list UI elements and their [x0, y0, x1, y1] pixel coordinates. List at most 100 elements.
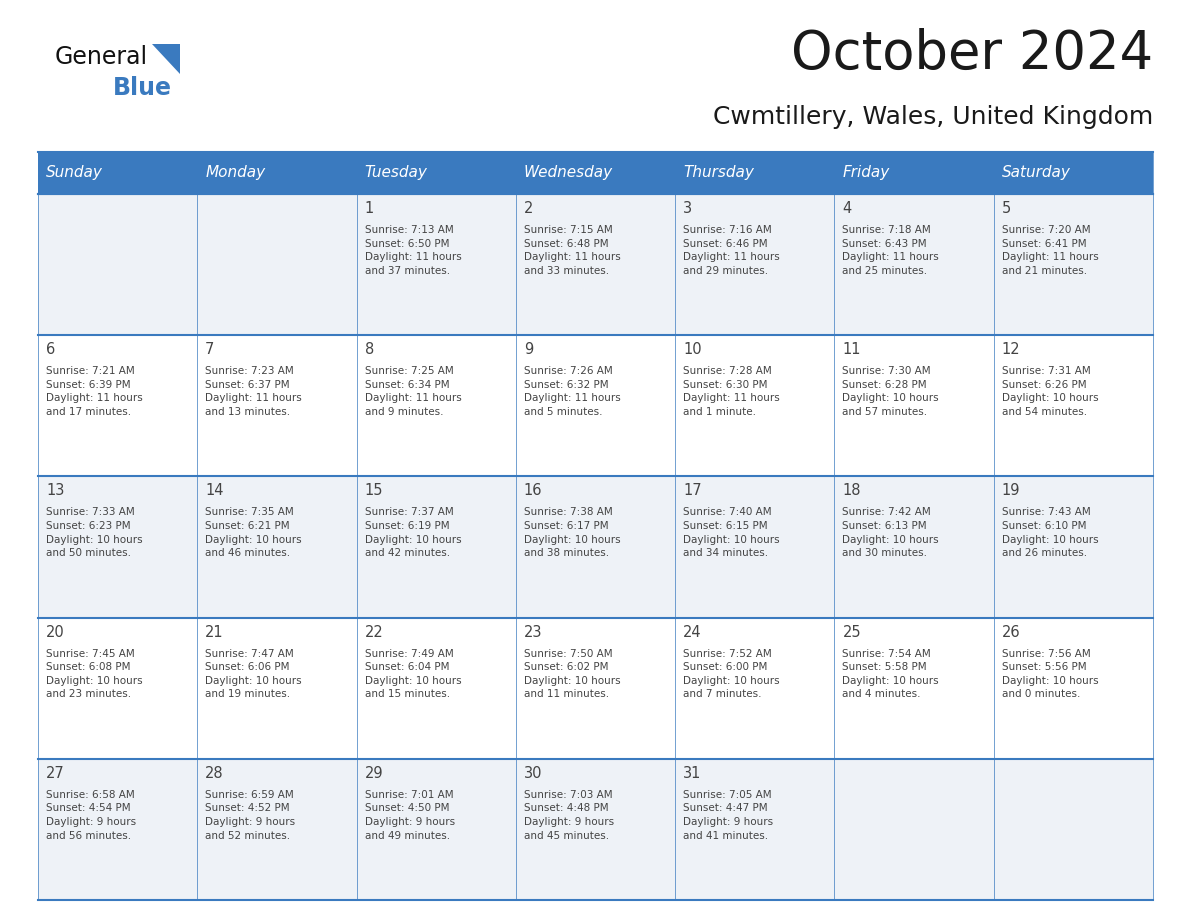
Text: Sunrise: 7:20 AM
Sunset: 6:41 PM
Daylight: 11 hours
and 21 minutes.: Sunrise: 7:20 AM Sunset: 6:41 PM Dayligh…: [1001, 225, 1099, 276]
Text: Cwmtillery, Wales, United Kingdom: Cwmtillery, Wales, United Kingdom: [713, 105, 1154, 129]
Bar: [197, 759, 356, 900]
Text: 9: 9: [524, 342, 533, 357]
Text: 20: 20: [46, 624, 64, 640]
Bar: [834, 759, 993, 900]
Text: 15: 15: [365, 484, 383, 498]
Text: 30: 30: [524, 766, 542, 781]
Bar: [675, 335, 834, 476]
Text: Sunrise: 7:25 AM
Sunset: 6:34 PM
Daylight: 11 hours
and 9 minutes.: Sunrise: 7:25 AM Sunset: 6:34 PM Dayligh…: [365, 366, 461, 417]
Bar: [516, 152, 675, 194]
Text: Sunrise: 6:59 AM
Sunset: 4:52 PM
Daylight: 9 hours
and 52 minutes.: Sunrise: 6:59 AM Sunset: 4:52 PM Dayligh…: [206, 789, 296, 841]
Text: 27: 27: [46, 766, 64, 781]
Bar: [38, 618, 197, 759]
Bar: [675, 194, 834, 335]
Text: Sunrise: 7:35 AM
Sunset: 6:21 PM
Daylight: 10 hours
and 46 minutes.: Sunrise: 7:35 AM Sunset: 6:21 PM Dayligh…: [206, 508, 302, 558]
Text: 24: 24: [683, 624, 702, 640]
Text: 3: 3: [683, 201, 693, 216]
Text: 21: 21: [206, 624, 223, 640]
Text: Sunrise: 7:13 AM
Sunset: 6:50 PM
Daylight: 11 hours
and 37 minutes.: Sunrise: 7:13 AM Sunset: 6:50 PM Dayligh…: [365, 225, 461, 276]
Bar: [516, 618, 675, 759]
Text: Thursday: Thursday: [683, 165, 754, 181]
Text: 13: 13: [46, 484, 64, 498]
Bar: [675, 759, 834, 900]
Bar: [38, 194, 197, 335]
Text: Sunrise: 7:26 AM
Sunset: 6:32 PM
Daylight: 11 hours
and 5 minutes.: Sunrise: 7:26 AM Sunset: 6:32 PM Dayligh…: [524, 366, 620, 417]
Text: Sunrise: 7:30 AM
Sunset: 6:28 PM
Daylight: 10 hours
and 57 minutes.: Sunrise: 7:30 AM Sunset: 6:28 PM Dayligh…: [842, 366, 939, 417]
Bar: [38, 476, 197, 618]
Text: Sunrise: 7:15 AM
Sunset: 6:48 PM
Daylight: 11 hours
and 33 minutes.: Sunrise: 7:15 AM Sunset: 6:48 PM Dayligh…: [524, 225, 620, 276]
Bar: [993, 194, 1154, 335]
Text: Sunrise: 7:33 AM
Sunset: 6:23 PM
Daylight: 10 hours
and 50 minutes.: Sunrise: 7:33 AM Sunset: 6:23 PM Dayligh…: [46, 508, 143, 558]
Bar: [356, 476, 516, 618]
Bar: [356, 152, 516, 194]
Text: 31: 31: [683, 766, 701, 781]
Bar: [38, 335, 197, 476]
Text: Sunrise: 7:47 AM
Sunset: 6:06 PM
Daylight: 10 hours
and 19 minutes.: Sunrise: 7:47 AM Sunset: 6:06 PM Dayligh…: [206, 649, 302, 700]
Text: 8: 8: [365, 342, 374, 357]
Text: General: General: [55, 45, 148, 69]
Bar: [834, 152, 993, 194]
Bar: [516, 476, 675, 618]
Bar: [993, 335, 1154, 476]
Text: 17: 17: [683, 484, 702, 498]
Bar: [197, 194, 356, 335]
Text: Sunday: Sunday: [46, 165, 103, 181]
Text: 16: 16: [524, 484, 542, 498]
Text: Sunrise: 7:37 AM
Sunset: 6:19 PM
Daylight: 10 hours
and 42 minutes.: Sunrise: 7:37 AM Sunset: 6:19 PM Dayligh…: [365, 508, 461, 558]
Text: Wednesday: Wednesday: [524, 165, 613, 181]
Text: Sunrise: 7:56 AM
Sunset: 5:56 PM
Daylight: 10 hours
and 0 minutes.: Sunrise: 7:56 AM Sunset: 5:56 PM Dayligh…: [1001, 649, 1098, 700]
Polygon shape: [152, 44, 181, 74]
Bar: [356, 335, 516, 476]
Text: Friday: Friday: [842, 165, 890, 181]
Text: 10: 10: [683, 342, 702, 357]
Text: Monday: Monday: [206, 165, 265, 181]
Bar: [834, 476, 993, 618]
Bar: [993, 759, 1154, 900]
Text: 5: 5: [1001, 201, 1011, 216]
Bar: [356, 759, 516, 900]
Text: Sunrise: 7:31 AM
Sunset: 6:26 PM
Daylight: 10 hours
and 54 minutes.: Sunrise: 7:31 AM Sunset: 6:26 PM Dayligh…: [1001, 366, 1098, 417]
Text: October 2024: October 2024: [791, 28, 1154, 80]
Text: 1: 1: [365, 201, 374, 216]
Bar: [197, 618, 356, 759]
Bar: [675, 152, 834, 194]
Text: Sunrise: 7:45 AM
Sunset: 6:08 PM
Daylight: 10 hours
and 23 minutes.: Sunrise: 7:45 AM Sunset: 6:08 PM Dayligh…: [46, 649, 143, 700]
Text: Sunrise: 7:40 AM
Sunset: 6:15 PM
Daylight: 10 hours
and 34 minutes.: Sunrise: 7:40 AM Sunset: 6:15 PM Dayligh…: [683, 508, 779, 558]
Bar: [516, 194, 675, 335]
Bar: [993, 476, 1154, 618]
Text: Sunrise: 7:54 AM
Sunset: 5:58 PM
Daylight: 10 hours
and 4 minutes.: Sunrise: 7:54 AM Sunset: 5:58 PM Dayligh…: [842, 649, 939, 700]
Text: 2: 2: [524, 201, 533, 216]
Bar: [356, 194, 516, 335]
Text: 22: 22: [365, 624, 384, 640]
Text: Sunrise: 7:03 AM
Sunset: 4:48 PM
Daylight: 9 hours
and 45 minutes.: Sunrise: 7:03 AM Sunset: 4:48 PM Dayligh…: [524, 789, 614, 841]
Text: Sunrise: 7:01 AM
Sunset: 4:50 PM
Daylight: 9 hours
and 49 minutes.: Sunrise: 7:01 AM Sunset: 4:50 PM Dayligh…: [365, 789, 455, 841]
Text: Sunrise: 7:18 AM
Sunset: 6:43 PM
Daylight: 11 hours
and 25 minutes.: Sunrise: 7:18 AM Sunset: 6:43 PM Dayligh…: [842, 225, 940, 276]
Bar: [834, 618, 993, 759]
Bar: [675, 476, 834, 618]
Text: 7: 7: [206, 342, 215, 357]
Text: Sunrise: 6:58 AM
Sunset: 4:54 PM
Daylight: 9 hours
and 56 minutes.: Sunrise: 6:58 AM Sunset: 4:54 PM Dayligh…: [46, 789, 137, 841]
Text: Tuesday: Tuesday: [365, 165, 428, 181]
Text: Sunrise: 7:16 AM
Sunset: 6:46 PM
Daylight: 11 hours
and 29 minutes.: Sunrise: 7:16 AM Sunset: 6:46 PM Dayligh…: [683, 225, 779, 276]
Text: 18: 18: [842, 484, 861, 498]
Text: Sunrise: 7:43 AM
Sunset: 6:10 PM
Daylight: 10 hours
and 26 minutes.: Sunrise: 7:43 AM Sunset: 6:10 PM Dayligh…: [1001, 508, 1098, 558]
Text: Sunrise: 7:49 AM
Sunset: 6:04 PM
Daylight: 10 hours
and 15 minutes.: Sunrise: 7:49 AM Sunset: 6:04 PM Dayligh…: [365, 649, 461, 700]
Text: Sunrise: 7:42 AM
Sunset: 6:13 PM
Daylight: 10 hours
and 30 minutes.: Sunrise: 7:42 AM Sunset: 6:13 PM Dayligh…: [842, 508, 939, 558]
Bar: [834, 194, 993, 335]
Text: Sunrise: 7:52 AM
Sunset: 6:00 PM
Daylight: 10 hours
and 7 minutes.: Sunrise: 7:52 AM Sunset: 6:00 PM Dayligh…: [683, 649, 779, 700]
Bar: [675, 618, 834, 759]
Text: Blue: Blue: [113, 76, 172, 100]
Text: 11: 11: [842, 342, 861, 357]
Bar: [993, 618, 1154, 759]
Text: 12: 12: [1001, 342, 1020, 357]
Text: 6: 6: [46, 342, 55, 357]
Text: Sunrise: 7:05 AM
Sunset: 4:47 PM
Daylight: 9 hours
and 41 minutes.: Sunrise: 7:05 AM Sunset: 4:47 PM Dayligh…: [683, 789, 773, 841]
Bar: [356, 618, 516, 759]
Text: 26: 26: [1001, 624, 1020, 640]
Text: Sunrise: 7:28 AM
Sunset: 6:30 PM
Daylight: 11 hours
and 1 minute.: Sunrise: 7:28 AM Sunset: 6:30 PM Dayligh…: [683, 366, 779, 417]
Text: Sunrise: 7:21 AM
Sunset: 6:39 PM
Daylight: 11 hours
and 17 minutes.: Sunrise: 7:21 AM Sunset: 6:39 PM Dayligh…: [46, 366, 143, 417]
Text: Sunrise: 7:50 AM
Sunset: 6:02 PM
Daylight: 10 hours
and 11 minutes.: Sunrise: 7:50 AM Sunset: 6:02 PM Dayligh…: [524, 649, 620, 700]
Bar: [38, 152, 197, 194]
Text: Sunrise: 7:38 AM
Sunset: 6:17 PM
Daylight: 10 hours
and 38 minutes.: Sunrise: 7:38 AM Sunset: 6:17 PM Dayligh…: [524, 508, 620, 558]
Bar: [516, 759, 675, 900]
